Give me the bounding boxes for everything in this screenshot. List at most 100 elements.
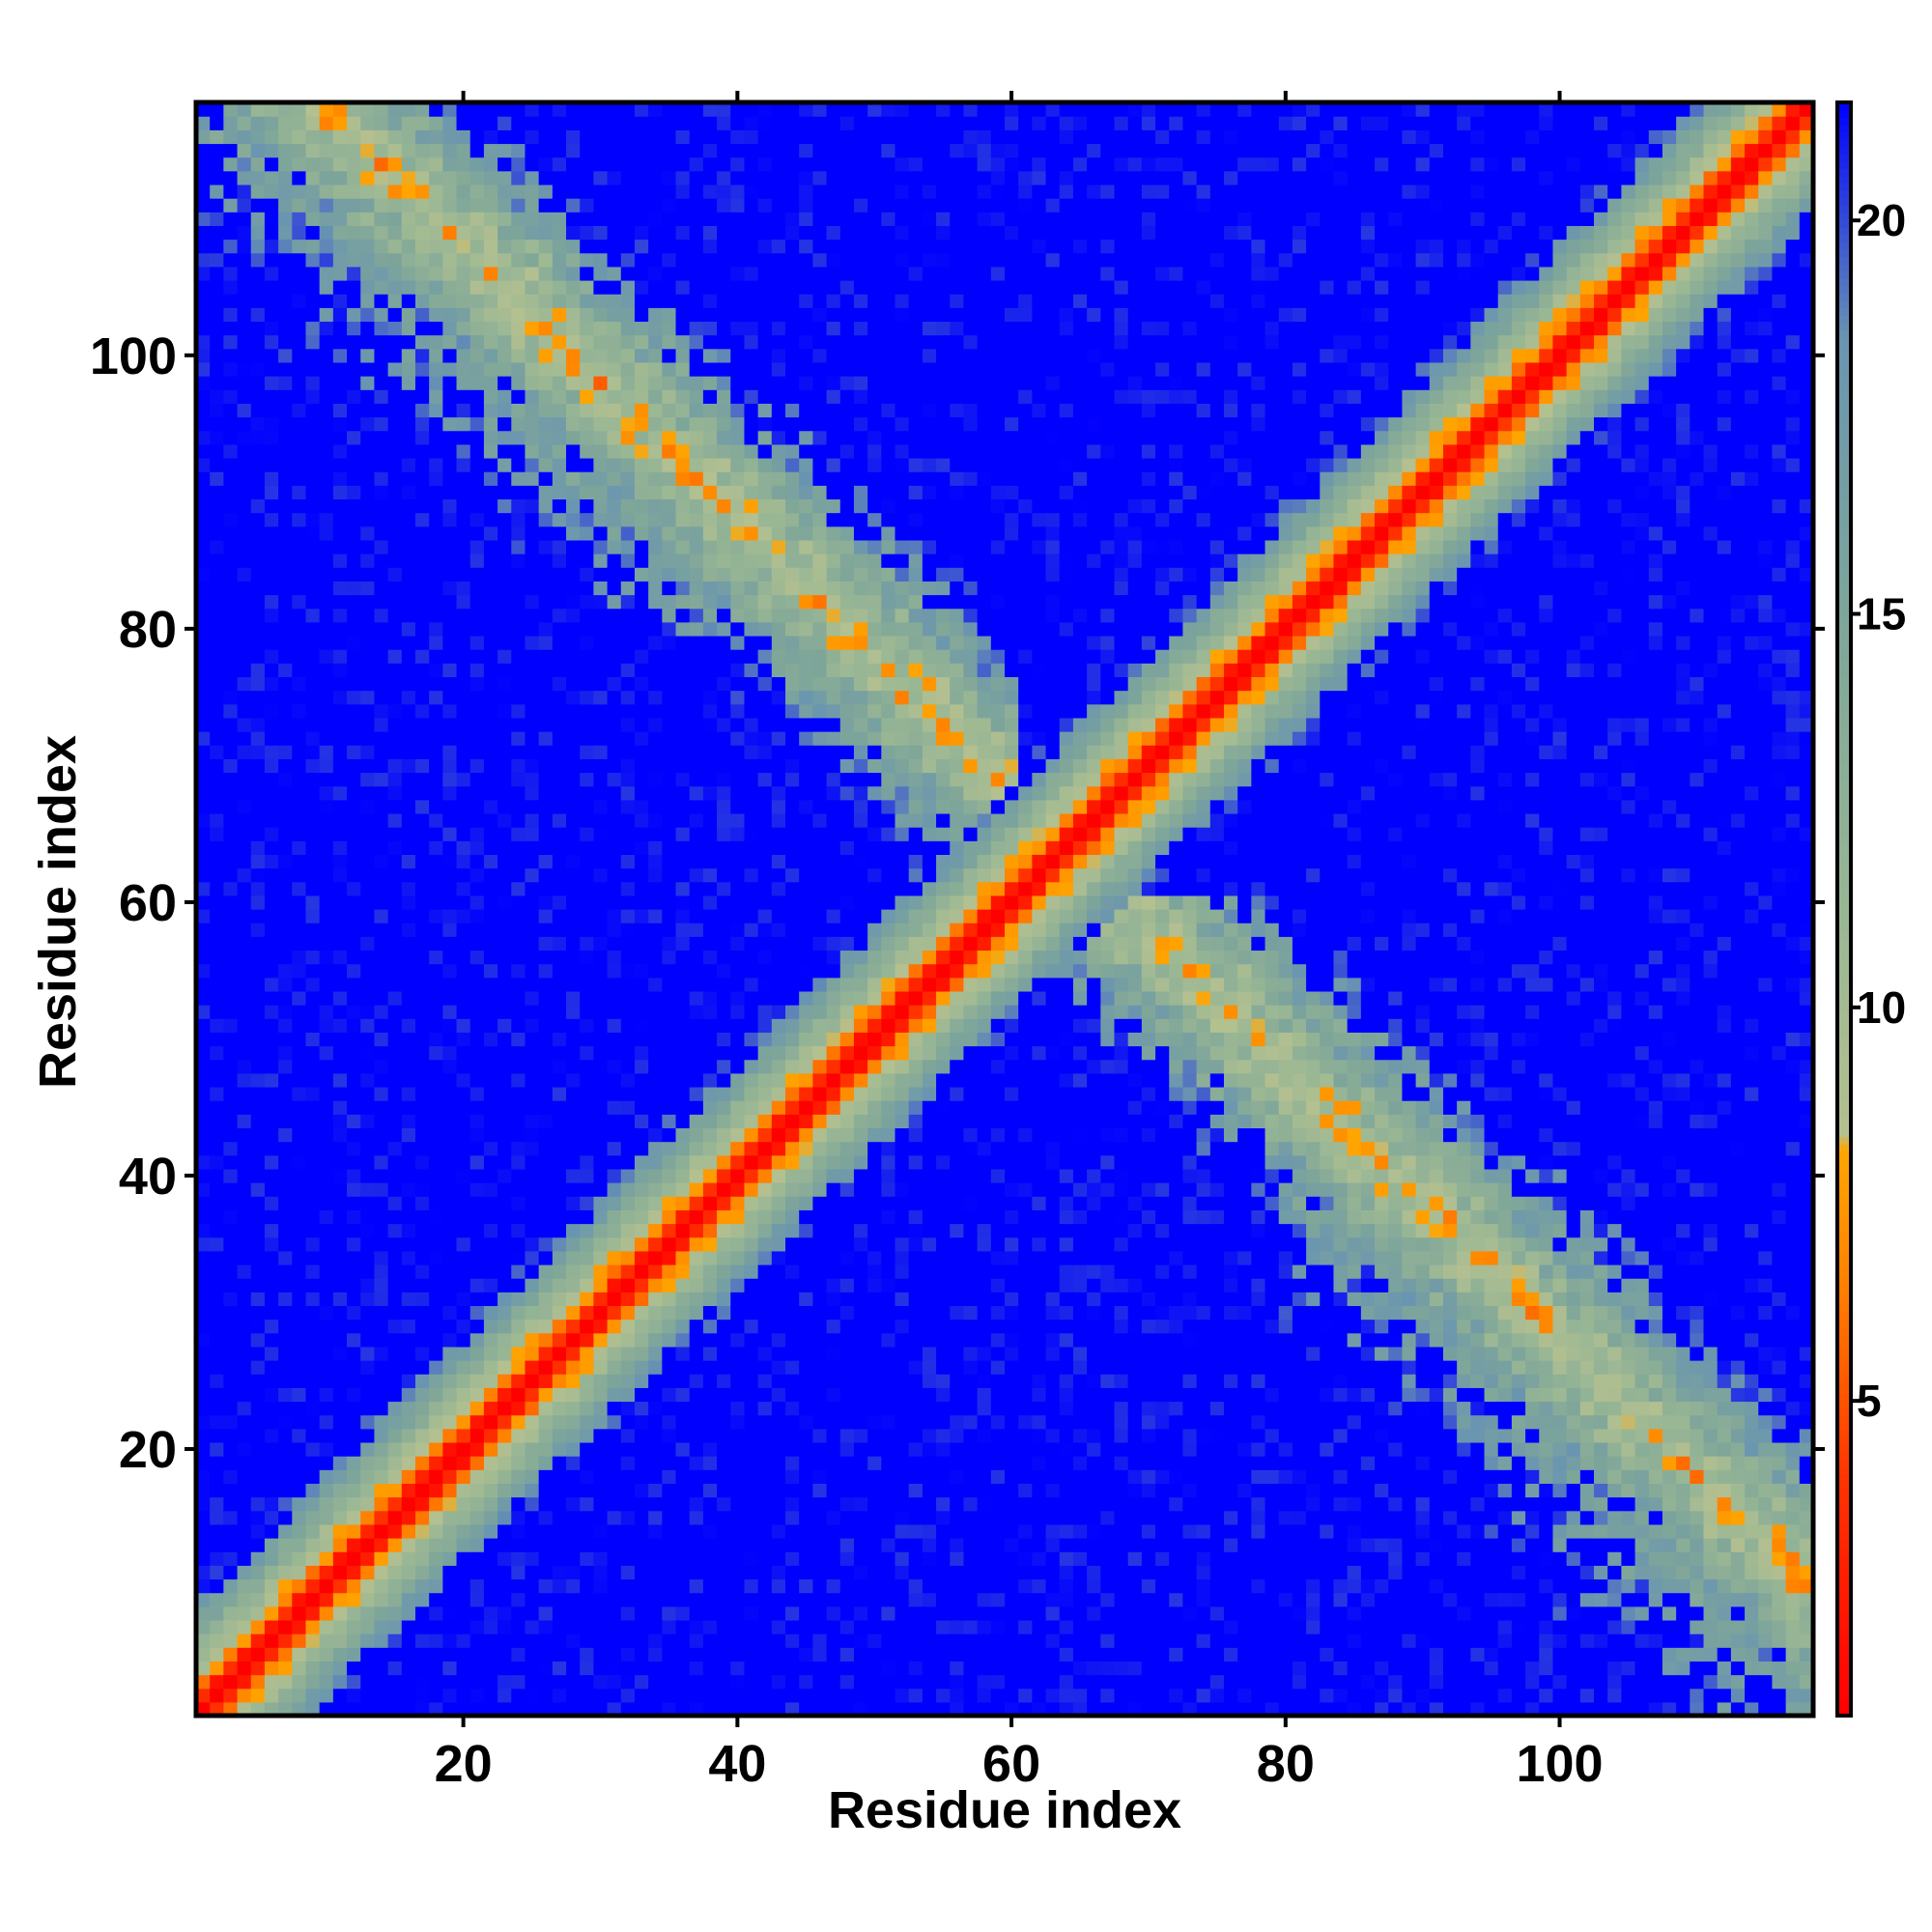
heatmap-cell — [429, 1100, 443, 1115]
heatmap-cell — [635, 950, 649, 964]
heatmap-cell — [210, 895, 224, 910]
heatmap-cell — [648, 1360, 663, 1375]
heatmap-cell — [238, 485, 252, 499]
heatmap-cell — [457, 1524, 471, 1539]
heatmap-cell — [415, 212, 430, 226]
heatmap-cell — [690, 1374, 704, 1388]
heatmap-cell — [360, 1209, 375, 1224]
heatmap-cell — [511, 157, 526, 172]
heatmap-cell — [566, 1060, 581, 1074]
heatmap-cell — [703, 1264, 718, 1279]
heatmap-cell — [442, 1360, 457, 1375]
heatmap-cell — [333, 936, 348, 951]
heatmap-cell — [292, 403, 306, 417]
heatmap-cell — [278, 471, 293, 486]
heatmap-cell — [730, 212, 745, 226]
heatmap-cell — [593, 1087, 608, 1101]
heatmap-cell — [223, 1305, 238, 1320]
heatmap-cell — [593, 1551, 608, 1566]
heatmap-cell — [210, 225, 224, 240]
heatmap-cell — [730, 840, 745, 855]
heatmap-cell — [210, 1634, 224, 1648]
heatmap-cell — [758, 1429, 773, 1443]
heatmap-cell — [717, 691, 731, 705]
heatmap-cell — [525, 444, 539, 459]
heatmap-cell — [539, 663, 554, 677]
heatmap-cell — [442, 143, 457, 157]
heatmap-cell — [320, 212, 334, 226]
heatmap-cell — [265, 676, 279, 691]
heatmap-cell — [635, 389, 649, 404]
heatmap-cell — [305, 978, 320, 992]
heatmap-cell — [360, 1538, 375, 1552]
heatmap-cell — [278, 1415, 293, 1430]
heatmap-cell — [484, 1073, 498, 1088]
heatmap-cell — [676, 909, 691, 923]
heatmap-cell — [374, 1347, 388, 1361]
heatmap-cell — [442, 1689, 457, 1703]
heatmap-cell — [442, 1114, 457, 1128]
heatmap-cell — [676, 1224, 691, 1238]
heatmap-cell — [566, 1442, 581, 1457]
heatmap-cell — [238, 868, 252, 883]
heatmap-cell — [251, 1209, 266, 1224]
heatmap-cell — [470, 526, 485, 541]
heatmap-cell — [525, 294, 539, 308]
heatmap-cell — [497, 676, 512, 691]
heatmap-cell — [621, 1305, 636, 1320]
heatmap-cell — [758, 1347, 773, 1361]
heatmap-cell — [553, 526, 567, 541]
heatmap-cell — [772, 1387, 786, 1402]
heatmap-cell — [580, 772, 594, 786]
heatmap-cell — [360, 513, 375, 527]
heatmap-cell — [442, 498, 457, 513]
heatmap-cell — [758, 950, 773, 964]
heatmap-cell — [511, 321, 526, 335]
heatmap-cell — [238, 1360, 252, 1375]
heatmap-cell — [566, 1401, 581, 1415]
heatmap-cell — [223, 1469, 238, 1484]
heatmap-cell — [388, 444, 403, 459]
heatmap-cell — [442, 1415, 457, 1430]
heatmap-cell — [497, 567, 512, 582]
heatmap-cell — [744, 704, 758, 719]
heatmap-cell — [305, 1100, 320, 1115]
heatmap-cell — [223, 1169, 238, 1183]
heatmap-cell — [292, 676, 306, 691]
heatmap-cell — [442, 800, 457, 814]
heatmap-cell — [415, 431, 430, 445]
heatmap-cell — [429, 185, 443, 199]
heatmap-cell — [292, 335, 306, 350]
heatmap-cell — [415, 1647, 430, 1662]
heatmap-cell — [360, 718, 375, 732]
heatmap-cell — [402, 1456, 416, 1470]
heatmap-cell — [429, 813, 443, 828]
heatmap-cell — [593, 1155, 608, 1170]
heatmap-cell — [703, 594, 718, 609]
heatmap-cell — [374, 1524, 388, 1539]
heatmap-cell — [415, 923, 430, 937]
heatmap-cell — [553, 240, 567, 254]
heatmap-cell — [497, 882, 512, 896]
heatmap-cell — [497, 745, 512, 759]
heatmap-cell — [210, 526, 224, 541]
heatmap-cell — [566, 731, 581, 746]
heatmap-cell — [305, 1142, 320, 1156]
heatmap-cell — [320, 772, 334, 786]
heatmap-cell — [457, 758, 471, 773]
heatmap-cell — [608, 609, 622, 623]
heatmap-cell — [292, 471, 306, 486]
heatmap-cell — [648, 909, 663, 923]
heatmap-cell — [621, 772, 636, 786]
heatmap-cell — [320, 1456, 334, 1470]
heatmap-cell — [265, 157, 279, 172]
heatmap-cell — [717, 868, 731, 883]
heatmap-cell — [580, 129, 594, 144]
heatmap-cell — [320, 923, 334, 937]
heatmap-cell — [635, 498, 649, 513]
heatmap-cell — [442, 609, 457, 623]
heatmap-cell — [402, 1320, 416, 1334]
heatmap-cell — [347, 1456, 361, 1470]
heatmap-cell — [457, 1046, 471, 1061]
heatmap-cell — [223, 1100, 238, 1115]
